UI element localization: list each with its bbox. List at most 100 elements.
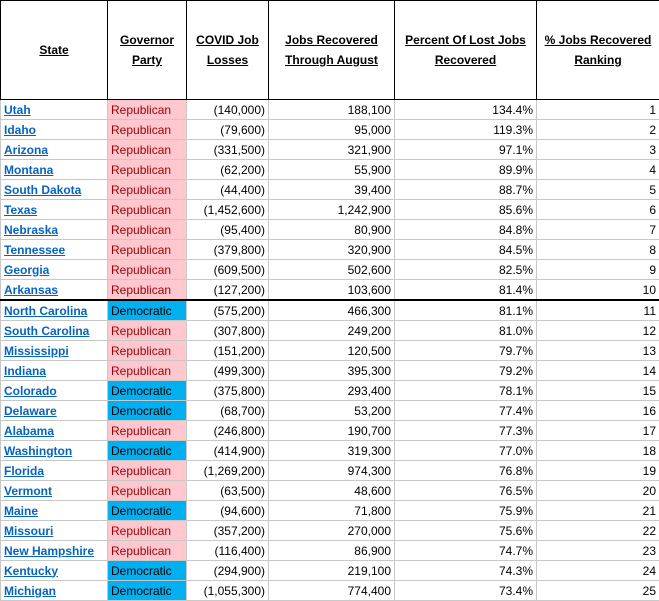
state-link[interactable]: Florida bbox=[0, 460, 108, 481]
percent-recovered: 134.4% bbox=[394, 99, 537, 120]
jobs-recovered: 219,100 bbox=[268, 560, 395, 581]
job-losses: (609,500) bbox=[186, 259, 269, 280]
state-link[interactable]: South Dakota bbox=[0, 179, 108, 200]
state-link[interactable]: Alabama bbox=[0, 420, 108, 441]
state-link[interactable]: Georgia bbox=[0, 259, 108, 280]
job-losses: (294,900) bbox=[186, 560, 269, 581]
state-link[interactable]: Washington bbox=[0, 440, 108, 461]
percent-recovered: 81.0% bbox=[394, 320, 537, 341]
job-losses: (63,500) bbox=[186, 480, 269, 501]
percent-recovered: 79.2% bbox=[394, 360, 537, 381]
party-cell: Republican bbox=[107, 460, 187, 481]
job-losses: (307,800) bbox=[186, 320, 269, 341]
table-row: North Carolina Democratic (575,200) 466,300… bbox=[0, 299, 659, 321]
ranking: 3 bbox=[536, 139, 659, 160]
jobs-recovered: 321,900 bbox=[268, 139, 395, 160]
percent-recovered: 84.5% bbox=[394, 239, 537, 260]
party-cell: Republican bbox=[107, 99, 187, 120]
state-link[interactable]: Idaho bbox=[0, 119, 108, 140]
ranking: 2 bbox=[536, 119, 659, 140]
state-link[interactable]: South Carolina bbox=[0, 320, 108, 341]
table-row: Indiana Republican (499,300) 395,300 79.2% 14 bbox=[0, 360, 659, 381]
party-cell: Republican bbox=[107, 179, 187, 200]
state-link[interactable]: Delaware bbox=[0, 400, 108, 421]
ranking: 15 bbox=[536, 380, 659, 401]
ranking: 1 bbox=[536, 99, 659, 120]
job-losses: (246,800) bbox=[186, 420, 269, 441]
party-cell: Republican bbox=[107, 520, 187, 541]
ranking: 10 bbox=[536, 279, 659, 301]
table-row: Arkansas Republican (127,200) 103,600 81.4% 1… bbox=[0, 279, 659, 301]
jobs-recovered: 80,900 bbox=[268, 219, 395, 240]
state-link[interactable]: Kentucky bbox=[0, 560, 108, 581]
party-cell: Democratic bbox=[107, 380, 187, 401]
percent-recovered: 76.8% bbox=[394, 460, 537, 481]
percent-recovered: 88.7% bbox=[394, 179, 537, 200]
state-link[interactable]: Arizona bbox=[0, 139, 108, 160]
table-row: Michigan Democratic (1,055,300) 774,400 73.4… bbox=[0, 580, 659, 601]
jobs-recovered: 53,200 bbox=[268, 400, 395, 421]
ranking: 12 bbox=[536, 320, 659, 341]
state-link[interactable]: Vermont bbox=[0, 480, 108, 501]
state-link[interactable]: North Carolina bbox=[0, 299, 108, 321]
table-row: South Carolina Republican (307,800) 249,200… bbox=[0, 320, 659, 341]
state-link[interactable]: New Hampshire bbox=[0, 540, 108, 561]
state-link[interactable]: Missouri bbox=[0, 520, 108, 541]
percent-recovered: 81.4% bbox=[394, 279, 537, 301]
job-losses: (68,700) bbox=[186, 400, 269, 421]
jobs-recovered: 86,900 bbox=[268, 540, 395, 561]
ranking: 14 bbox=[536, 360, 659, 381]
percent-recovered: 82.5% bbox=[394, 259, 537, 280]
jobs-recovered: 319,300 bbox=[268, 440, 395, 461]
job-losses: (1,452,600) bbox=[186, 199, 269, 220]
state-link[interactable]: Maine bbox=[0, 500, 108, 521]
state-link[interactable]: Colorado bbox=[0, 380, 108, 401]
job-losses: (127,200) bbox=[186, 279, 269, 301]
ranking: 24 bbox=[536, 560, 659, 581]
jobs-recovered: 190,700 bbox=[268, 420, 395, 441]
ranking: 18 bbox=[536, 440, 659, 461]
percent-recovered: 84.8% bbox=[394, 219, 537, 240]
percent-recovered: 74.3% bbox=[394, 560, 537, 581]
table-row: Idaho Republican (79,600) 95,000 119.3% 2 bbox=[0, 119, 659, 140]
table-row: Mississippi Republican (151,200) 120,500 79.… bbox=[0, 340, 659, 361]
column-header: % Jobs Recovered Ranking bbox=[536, 0, 659, 100]
state-link[interactable]: Michigan bbox=[0, 580, 108, 601]
percent-recovered: 85.6% bbox=[394, 199, 537, 220]
party-cell: Republican bbox=[107, 320, 187, 341]
state-link[interactable]: Texas bbox=[0, 199, 108, 220]
party-cell: Democratic bbox=[107, 400, 187, 421]
job-losses: (79,600) bbox=[186, 119, 269, 140]
percent-recovered: 73.4% bbox=[394, 580, 537, 601]
state-link[interactable]: Mississippi bbox=[0, 340, 108, 361]
column-header: Jobs Recovered Through August bbox=[268, 0, 395, 100]
job-losses: (62,200) bbox=[186, 159, 269, 180]
jobs-recovered: 320,900 bbox=[268, 239, 395, 260]
party-cell: Democratic bbox=[107, 580, 187, 601]
party-cell: Republican bbox=[107, 119, 187, 140]
percent-recovered: 79.7% bbox=[394, 340, 537, 361]
table-row: Nebraska Republican (95,400) 80,900 84.8% 7 bbox=[0, 219, 659, 240]
state-link[interactable]: Indiana bbox=[0, 360, 108, 381]
table-row: Colorado Democratic (375,800) 293,400 78.1% 1… bbox=[0, 380, 659, 401]
party-cell: Republican bbox=[107, 420, 187, 441]
state-link[interactable]: Utah bbox=[0, 99, 108, 120]
jobs-recovered: 1,242,900 bbox=[268, 199, 395, 220]
table-row: Utah Republican (140,000) 188,100 134.4% 1 bbox=[0, 99, 659, 120]
table-row: Georgia Republican (609,500) 502,600 82.5% 9 bbox=[0, 259, 659, 280]
percent-recovered: 77.0% bbox=[394, 440, 537, 461]
percent-recovered: 97.1% bbox=[394, 139, 537, 160]
state-link[interactable]: Tennessee bbox=[0, 239, 108, 260]
party-cell: Republican bbox=[107, 219, 187, 240]
state-link[interactable]: Nebraska bbox=[0, 219, 108, 240]
party-cell: Republican bbox=[107, 159, 187, 180]
party-cell: Republican bbox=[107, 540, 187, 561]
job-losses: (94,600) bbox=[186, 500, 269, 521]
jobs-recovered: 103,600 bbox=[268, 279, 395, 301]
job-losses: (375,800) bbox=[186, 380, 269, 401]
state-link[interactable]: Arkansas bbox=[0, 279, 108, 301]
state-link[interactable]: Montana bbox=[0, 159, 108, 180]
party-cell: Republican bbox=[107, 360, 187, 381]
table-row: Vermont Republican (63,500) 48,600 76.5% 20 bbox=[0, 480, 659, 501]
